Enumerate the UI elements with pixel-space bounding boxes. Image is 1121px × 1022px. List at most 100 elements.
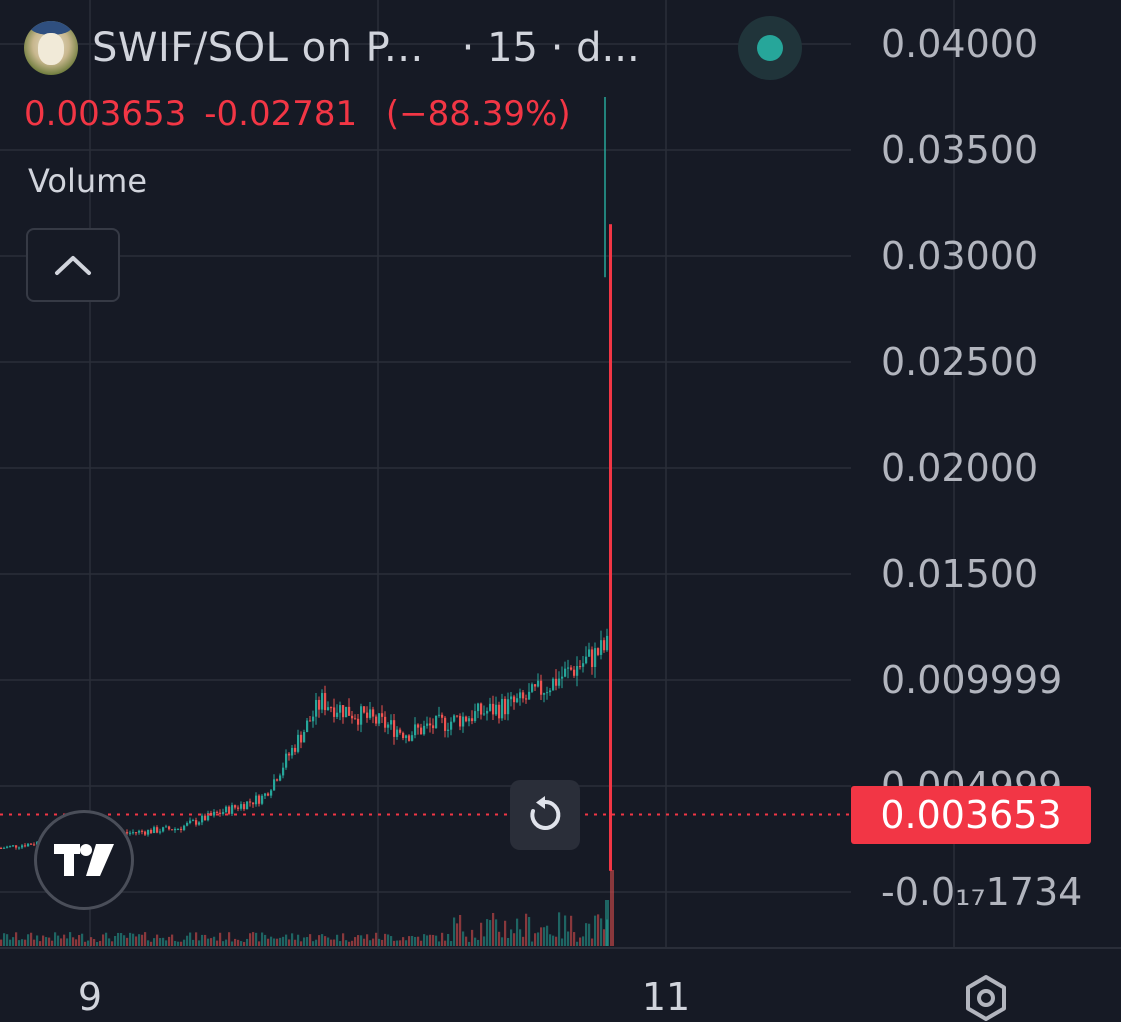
volume-bar (264, 934, 267, 946)
candle-body (567, 667, 570, 669)
candle-body (480, 703, 483, 715)
volume-bar (186, 935, 189, 946)
volume-bar (261, 932, 264, 946)
volume-bar (75, 939, 78, 946)
candle-body (294, 747, 297, 752)
volume-bar (396, 940, 399, 946)
candle-body (573, 669, 576, 676)
price-tick-label: -0.0₁₇1734 (881, 870, 1082, 914)
candle-body (495, 704, 498, 715)
volume-bar (474, 937, 477, 946)
volume-bar (405, 940, 408, 946)
settings-hexagon-icon[interactable] (962, 974, 1010, 1022)
volume-bar (381, 939, 384, 946)
volume-bar (354, 937, 357, 946)
volume-bar (174, 940, 177, 946)
candle-body (516, 698, 519, 703)
candle-body (519, 692, 522, 699)
candle-body (441, 714, 444, 718)
market-status-indicator[interactable] (738, 16, 802, 80)
volume-bar (27, 934, 30, 946)
candle-body (285, 753, 288, 768)
volume-bars (0, 870, 614, 946)
volume-bar (513, 933, 516, 946)
volume-bar (591, 938, 594, 946)
candle-body (228, 806, 231, 814)
volume-bar (126, 937, 129, 946)
volume-bar (489, 920, 492, 946)
volume-bar (12, 937, 15, 946)
candle-body (243, 804, 246, 810)
volume-bar (456, 923, 459, 946)
volume-bar (51, 940, 54, 946)
candle-body (540, 680, 543, 695)
volume-bar (534, 933, 537, 946)
volume-bar (24, 939, 27, 946)
candle-body (279, 775, 282, 781)
volume-bar (579, 937, 582, 946)
volume-bar (45, 937, 48, 946)
tradingview-logo-icon[interactable] (34, 810, 134, 910)
candle-body (486, 710, 489, 714)
interval-label[interactable]: · 15 · d... (461, 25, 640, 71)
volume-bar (348, 941, 351, 946)
symbol-title[interactable]: SWIF/SOL on P... (92, 25, 424, 71)
candle-body (342, 705, 345, 718)
volume-bar (33, 939, 36, 946)
volume-bar (480, 922, 483, 946)
current-price-badge: 0.003653 (851, 786, 1091, 844)
candle-body (333, 707, 336, 717)
chart-header[interactable]: SWIF/SOL on P... · 15 · d... (24, 18, 640, 78)
volume-bar (228, 932, 231, 946)
candle-body (288, 753, 291, 756)
volume-bar (216, 940, 219, 946)
volume-bar (120, 933, 123, 946)
volume-bar (111, 941, 114, 946)
reset-chart-button[interactable] (510, 780, 580, 850)
status-dot-icon (757, 35, 783, 61)
volume-bar (105, 932, 108, 946)
volume-bar (471, 929, 474, 946)
volume-bar (336, 934, 339, 946)
volume-bar (63, 934, 66, 946)
candle-body (198, 822, 201, 825)
candle-body (525, 698, 528, 700)
candle-body (261, 795, 264, 804)
candle-body (426, 723, 429, 726)
candle-body (297, 734, 300, 752)
collapse-legend-button[interactable] (26, 228, 120, 302)
candle-body (138, 830, 141, 833)
volume-bar (54, 932, 57, 946)
price-tick-label: 0.03500 (881, 128, 1038, 172)
candle-body (597, 648, 600, 655)
candle-body (528, 691, 531, 700)
candle-body (6, 846, 9, 848)
candle-body (30, 843, 33, 845)
candle-body (306, 720, 309, 733)
candle-body (555, 678, 558, 686)
crash-candle (609, 224, 612, 871)
candle-body (564, 668, 567, 677)
candle-body (591, 649, 594, 667)
volume-bar (501, 937, 504, 946)
candle-body (162, 827, 165, 832)
volume-bar (507, 937, 510, 946)
volume-bar (159, 938, 162, 946)
volume-bar (333, 939, 336, 946)
volume-bar (195, 932, 198, 946)
reset-chart-icon (530, 796, 561, 830)
candle-body (600, 640, 603, 655)
candle-body (444, 717, 447, 731)
volume-bar (510, 929, 513, 946)
candle-body (141, 830, 144, 832)
volume-bar (93, 939, 96, 946)
volume-bar (477, 939, 480, 946)
volume-bar (402, 937, 405, 946)
candle-body (252, 802, 255, 805)
volume-bar (597, 914, 600, 946)
candle-body (33, 844, 36, 846)
volume-bar (243, 941, 246, 946)
volume-bar (192, 939, 195, 946)
volume-bar (258, 941, 261, 946)
